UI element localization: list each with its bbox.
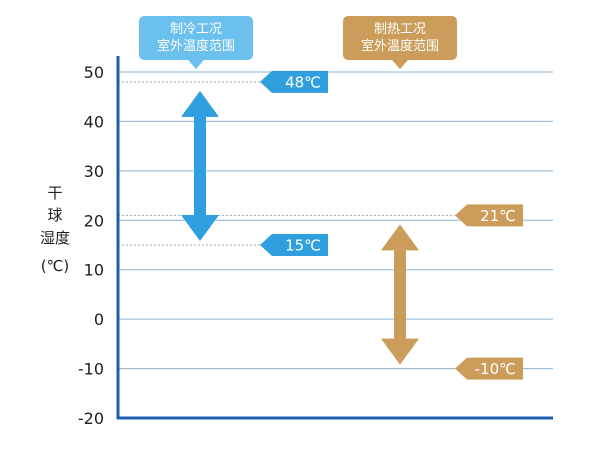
cooling-callout-box xyxy=(139,16,253,60)
value-tag-label: -10℃ xyxy=(475,360,516,378)
heating-value-tag: -10℃ xyxy=(455,357,523,380)
cooling-value-tag: 48℃ xyxy=(260,70,328,93)
y-tick-label: 20 xyxy=(84,211,104,230)
heating-callout-pointer xyxy=(392,60,408,69)
value-tag-label: 48℃ xyxy=(285,73,321,91)
cooling-callout-title: 室外温度范围 xyxy=(157,38,235,54)
heating-range-arrow xyxy=(381,224,419,365)
y-tick-label: -10 xyxy=(78,360,104,379)
value-tag-shape xyxy=(260,70,328,93)
value-tags: 48℃ 15℃ 21℃ -10℃ xyxy=(260,70,523,380)
value-tag-label: 15℃ xyxy=(285,237,321,255)
heating-callout-box xyxy=(343,16,457,60)
cooling-callout-title: 制冷工况 xyxy=(170,22,222,37)
heating-callout-title: 室外温度范围 xyxy=(361,38,439,54)
y-axis-label-part: 干 xyxy=(47,184,62,202)
y-tick-label: -20 xyxy=(78,409,104,428)
cooling-value-tag: 15℃ xyxy=(260,234,328,256)
value-tag-shape xyxy=(455,204,523,227)
y-tick-label: 30 xyxy=(84,162,104,181)
value-tag-shape xyxy=(260,234,328,256)
heating-value-tag: 21℃ xyxy=(455,204,523,227)
y-tick-label: 50 xyxy=(84,63,104,82)
cooling-callout-pointer xyxy=(188,60,204,69)
y-axis xyxy=(116,56,553,420)
y-axis-label-part: 湿度 xyxy=(40,229,70,247)
y-tick-label: 10 xyxy=(84,261,104,280)
y-tick-labels: 50 40 30 20 10 0 -10 -20 xyxy=(78,63,104,428)
y-axis-label-part: (℃) xyxy=(41,257,70,275)
heating-callout-title: 制热工况 xyxy=(374,22,426,37)
value-tag-label: 21℃ xyxy=(480,207,516,225)
y-tick-label: 40 xyxy=(84,112,104,131)
cooling-range-arrow xyxy=(181,90,219,241)
value-tag-shape xyxy=(455,357,523,380)
range-arrows xyxy=(181,90,419,365)
reference-dashed-lines xyxy=(118,81,455,370)
y-tick-label: 0 xyxy=(94,310,104,329)
y-axis-label-part: 球 xyxy=(47,206,62,224)
